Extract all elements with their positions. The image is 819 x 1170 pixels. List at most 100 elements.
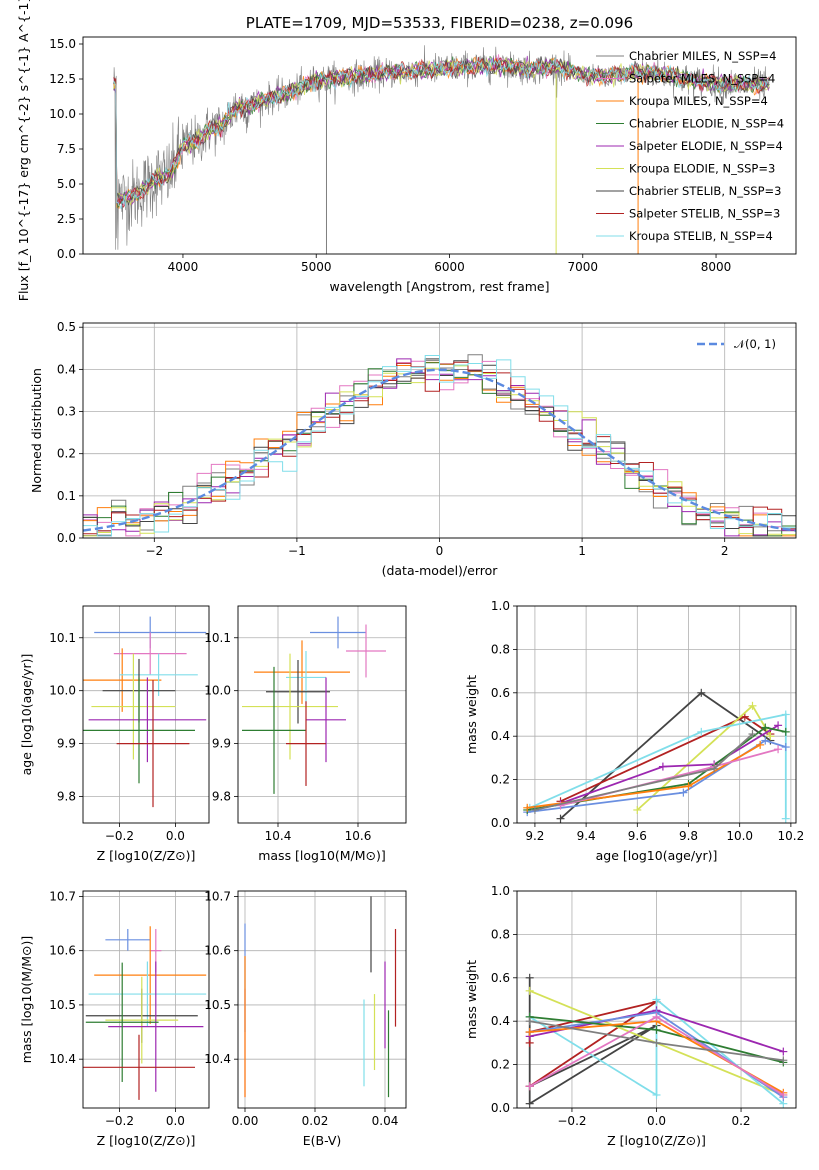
y-tick-label: 10.0: [49, 107, 76, 121]
legend-label: Chabrier ELODIE, N_SSP=4: [629, 117, 784, 131]
y-tick-label: 10.7: [49, 889, 76, 903]
x-axis-label: Z [log10(Z/Z⊙)]: [97, 1133, 196, 1148]
y-tick-label: 10.5: [49, 998, 76, 1012]
y-tick-label: 0.3: [57, 405, 76, 419]
x-axis-label: age [log10(age/yr)]: [596, 848, 718, 863]
y-tick-label: 7.5: [57, 142, 76, 156]
axes-frame: [237, 890, 407, 1109]
y-tick-label: 10.0: [49, 684, 76, 698]
y-axis-label: Flux [f_λ 10^{-17} erg cm^{-2} s^{-1} A^…: [16, 0, 31, 301]
y-tick-label: 12.5: [49, 72, 76, 86]
x-axis-label: Z [log10(Z/Z⊙)]: [97, 848, 196, 863]
y-tick-label: 0.2: [491, 1058, 510, 1072]
weight-lines: [523, 688, 790, 823]
age-vs-metallicity-panel: −0.2 0.0 9.8 9.9 10.0 10.1 Z [log10(Z/Z⊙)] age …: [19, 605, 210, 863]
spectrum-panel: 4000 5000 6000 7000 8000 0.0 2.5 5.0 7.5 10.0 12.5…: [16, 0, 797, 301]
weight-series-chabrier-stelib: [528, 977, 657, 1106]
x-tick-label: 0.02: [302, 1114, 329, 1128]
axes-frame: [82, 322, 797, 539]
x-axis-label: mass [log10(M/M⊙)]: [258, 848, 386, 863]
x-tick-label: 10.2: [778, 829, 805, 843]
error-bars: [83, 616, 207, 808]
x-tick-label: 2: [721, 544, 729, 558]
y-tick-label: 15.0: [49, 37, 76, 51]
axes-frame: [516, 605, 797, 824]
mass-weight-vs-metallicity-panel: −0.2 0.0 0.2 0.0 0.2 0.4 0.6 0.8 1.0 Z [log10(Z/Z…: [464, 884, 797, 1148]
weight-lines: [525, 973, 788, 1108]
y-tick-label: 0.8: [491, 927, 510, 941]
legend-label: Salpeter ELODIE, N_SSP=4: [629, 139, 783, 153]
x-tick-label: 1: [578, 544, 586, 558]
y-tick-label: 0.4: [491, 729, 510, 743]
y-tick-label: 10.1: [204, 631, 231, 645]
y-tick-label: 10.4: [49, 1052, 76, 1066]
x-tick-label: −0.2: [105, 829, 134, 843]
weight-series-salpeter-elodie: [560, 724, 779, 805]
x-tick-label: −0.2: [105, 1114, 134, 1128]
x-tick-label: 4000: [168, 260, 199, 274]
x-tick-label: 10.4: [265, 829, 292, 843]
weight-series-kroupa-stelib: [529, 713, 787, 819]
y-tick-label: 1.0: [491, 884, 510, 898]
mass-weight-vs-age-panel: 9.2 9.4 9.6 9.8 10.0 10.2 0.0 0.2 0.4 0.6 0.8 1.0 ag…: [464, 599, 804, 863]
spectrum-lines: [113, 45, 770, 254]
legend-label: Chabrier MILES, N_SSP=4: [629, 49, 776, 63]
weight-series-blue: [527, 739, 787, 813]
x-tick-label: 0.04: [372, 1114, 399, 1128]
legend-label: Kroupa MILES, N_SSP=4: [629, 94, 768, 108]
histograms: [83, 354, 796, 537]
y-tick-label: 10.6: [49, 944, 76, 958]
axes-frame: [237, 605, 407, 824]
y-tick-label: 0.6: [491, 971, 510, 985]
y-tick-label: 9.9: [212, 737, 231, 751]
x-axis-label: wavelength [Angstrom, rest frame]: [329, 279, 549, 294]
x-tick-label: −1: [288, 544, 306, 558]
x-tick-label: 6000: [434, 260, 465, 274]
y-tick-label: 0.2: [57, 447, 76, 461]
chart-title: PLATE=1709, MJD=53533, FIBERID=0238, z=0…: [246, 14, 633, 32]
y-tick-label: 10.7: [204, 889, 231, 903]
x-tick-label: 0: [436, 544, 444, 558]
y-tick-label: 0.0: [57, 531, 76, 545]
x-tick-label: 9.6: [628, 829, 647, 843]
legend-label: Salpeter MILES, N_SSP=4: [629, 72, 775, 86]
x-tick-label: 9.4: [577, 829, 596, 843]
y-tick-label: 0.2: [491, 773, 510, 787]
residual-histogram-panel: −2 −1 0 1 2 0.0 0.1 0.2 0.3 0.4 0.5 (data-model)/er…: [29, 320, 797, 578]
y-axis-label: mass weight: [464, 675, 479, 754]
age-vs-mass-panel: 10.4 10.6 9.8 9.9 10.0 10.1 mass [log10(M/M⊙)]: [204, 605, 407, 863]
x-tick-label: −2: [145, 544, 163, 558]
y-tick-label: 9.8: [57, 790, 76, 804]
x-tick-label: 9.2: [525, 829, 544, 843]
mass-vs-reddening-panel: 0.00 0.02 0.04 10.4 10.5 10.6 10.7 E(B-V): [204, 889, 407, 1148]
legend-label: Kroupa STELIB, N_SSP=4: [629, 229, 773, 243]
axes-frame: [82, 605, 210, 824]
normal-curve: [83, 368, 796, 532]
y-tick-label: 0.0: [57, 247, 76, 261]
y-tick-label: 5.0: [57, 177, 76, 191]
mass-vs-metallicity-panel: −0.2 0.0 10.4 10.5 10.6 10.7 Z [log10(Z/Z⊙)] ma…: [19, 889, 210, 1148]
y-tick-label: 0.4: [57, 362, 76, 376]
x-tick-label: 0.0: [166, 1114, 185, 1128]
x-tick-label: 5000: [301, 260, 332, 274]
x-axis-label: E(B-V): [303, 1133, 342, 1148]
x-axis-label: (data-model)/error: [382, 563, 499, 578]
y-tick-label: 9.8: [212, 790, 231, 804]
x-axis-label: Z [log10(Z/Z⊙)]: [607, 1133, 706, 1148]
x-tick-label: 9.8: [679, 829, 698, 843]
legend-label: Kroupa ELODIE, N_SSP=3: [629, 162, 775, 176]
y-axis-label: Normed distribution: [29, 368, 44, 493]
axes-frame: [516, 890, 797, 1109]
y-axis-label: age [log10(age/yr)]: [19, 654, 34, 776]
y-tick-label: 10.6: [204, 944, 231, 958]
y-tick-label: 0.8: [491, 642, 510, 656]
axes-frame: [82, 36, 797, 255]
y-tick-label: 0.0: [491, 816, 510, 830]
x-tick-label: 0.0: [166, 829, 185, 843]
y-tick-label: 0.0: [491, 1101, 510, 1115]
legend-label: Chabrier STELIB, N_SSP=3: [629, 184, 781, 198]
x-tick-label: 7000: [567, 260, 598, 274]
y-tick-label: 0.1: [57, 489, 76, 503]
y-axis-label: mass [log10(M/M⊙)]: [19, 936, 34, 1064]
y-axis-label: mass weight: [464, 960, 479, 1039]
